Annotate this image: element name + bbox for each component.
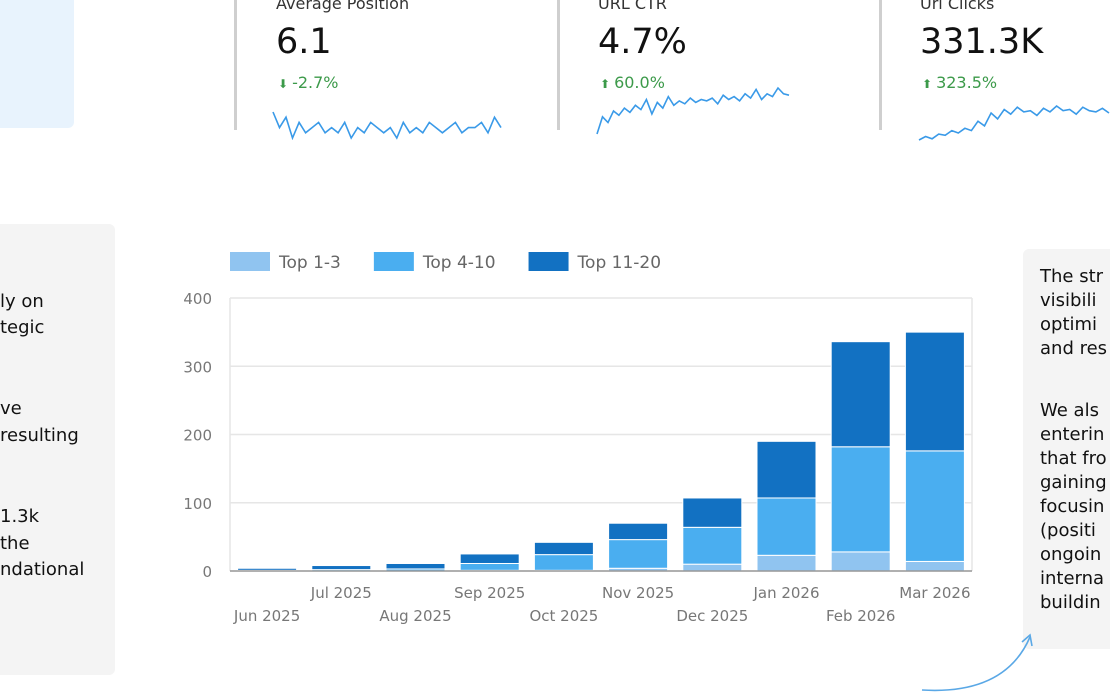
bar-segment [533, 569, 594, 572]
sparkline-average-position [272, 111, 502, 140]
right-text-line: visibili [1040, 290, 1097, 311]
y-tick-label: 200 [183, 427, 212, 445]
kpi-title: Url Clicks [920, 0, 995, 13]
legend-label: Top 11-20 [577, 253, 662, 273]
bar-segment [756, 497, 817, 556]
kpi-delta-value: 323.5% [936, 73, 998, 92]
bar-segment [830, 446, 891, 553]
arrow-up-icon: ⬆ [600, 77, 611, 91]
x-tick-label: Dec 2025 [676, 607, 748, 625]
bar-segment [608, 522, 669, 541]
right-text-line: focusin [1040, 496, 1105, 517]
kpi-value: 6.1 [276, 22, 332, 62]
right-text-line: gaining [1040, 472, 1107, 493]
bar-segment [311, 565, 372, 571]
legend-swatch [373, 252, 414, 271]
x-tick-label: Sep 2025 [454, 584, 525, 602]
kpi-delta-value: 60.0% [614, 73, 665, 92]
bar-segment [237, 569, 298, 572]
kpi-divider [879, 0, 882, 130]
bar-segment [682, 497, 743, 528]
bar-segment [756, 554, 817, 572]
info-box [0, 0, 74, 128]
legend-swatch [230, 252, 270, 271]
bar-segment [904, 560, 965, 572]
bar-segment [311, 569, 372, 572]
curved-arrow-icon [921, 636, 1031, 692]
bar-segment [533, 541, 594, 556]
right-text-line: The str [1040, 266, 1104, 287]
x-tick-label: Mar 2026 [899, 584, 970, 602]
kpi-title: URL CTR [598, 0, 667, 13]
right-text-line: (positi [1040, 520, 1096, 541]
kpi-delta: ⬆ 323.5% [922, 73, 997, 92]
y-tick-label: 400 [183, 290, 212, 308]
left-text-line: 1.3k [0, 506, 40, 527]
y-tick-label: 300 [183, 358, 212, 376]
bar-segment [682, 526, 743, 565]
left-text-line: ve [0, 398, 22, 419]
kpi-delta: ⬇ -2.7% [278, 73, 338, 92]
right-text-line: and res [1040, 338, 1108, 359]
legend-swatch [528, 252, 569, 271]
left-text-panel: ly on tegic ve resulting 1.3k the ndatio… [0, 224, 115, 675]
bar-segment [682, 563, 743, 572]
sparkline-url-clicks [918, 104, 1110, 141]
right-text-line: optimi [1040, 314, 1098, 335]
y-tick-label: 0 [202, 563, 212, 581]
left-text-line: tegic [0, 317, 45, 338]
kpi-value: 4.7% [598, 22, 687, 62]
kpi-value: 331.3K [920, 22, 1044, 62]
left-text-line: ly on [0, 291, 44, 312]
bar-segment [459, 553, 520, 564]
x-tick-label: Aug 2025 [379, 607, 451, 625]
right-text-line: that fro [1040, 448, 1107, 469]
right-text-panel: The str visibili optimi and res We als e… [1023, 249, 1110, 649]
x-tick-label: Feb 2026 [826, 607, 896, 625]
bar-segment [608, 539, 669, 569]
x-tick-label: Oct 2025 [529, 607, 598, 625]
sparkline-url-ctr [596, 86, 790, 135]
bar-segment [385, 568, 446, 572]
bar-segment [533, 554, 594, 571]
bar-segment [830, 341, 891, 448]
y-tick-label: 100 [183, 495, 212, 513]
sparkline-path [272, 111, 502, 140]
right-text-line: ongoin [1040, 544, 1102, 565]
sparkline-path [918, 104, 1110, 141]
right-text-line: interna [1040, 568, 1105, 589]
kpi-delta-value: -2.7% [292, 73, 339, 92]
left-text-line: ndational [0, 559, 85, 580]
sparkline-path [596, 86, 790, 135]
kpi-delta: ⬆ 60.0% [600, 73, 665, 92]
legend-label: Top 1-3 [278, 253, 341, 273]
right-text-line: enterin [1040, 424, 1105, 445]
arrow-up-icon: ⬆ [922, 77, 933, 91]
x-tick-label: Jul 2025 [310, 584, 372, 602]
bar-segment [830, 551, 891, 572]
bar-segment [459, 569, 520, 572]
bar-segment [904, 331, 965, 452]
kpi-divider [234, 0, 237, 130]
arrow-down-icon: ⬇ [278, 77, 289, 91]
left-text-line: resulting [0, 425, 79, 446]
legend-label: Top 4-10 [422, 253, 496, 273]
kpi-divider [557, 0, 560, 130]
x-tick-label: Jun 2025 [233, 607, 300, 625]
bar-segment [608, 567, 669, 572]
left-text-line: the [0, 533, 30, 554]
bar-segment [904, 450, 965, 562]
kpi-title: Average Position [276, 0, 410, 13]
right-text-line: buildin [1040, 592, 1101, 613]
bar-segment [459, 562, 520, 571]
bar-segment [385, 562, 446, 570]
right-text-line: We als [1040, 400, 1099, 421]
bar-segment [756, 440, 817, 499]
x-tick-label: Nov 2025 [602, 584, 674, 602]
bar-segment [237, 567, 298, 571]
x-tick-label: Jan 2026 [752, 584, 819, 602]
